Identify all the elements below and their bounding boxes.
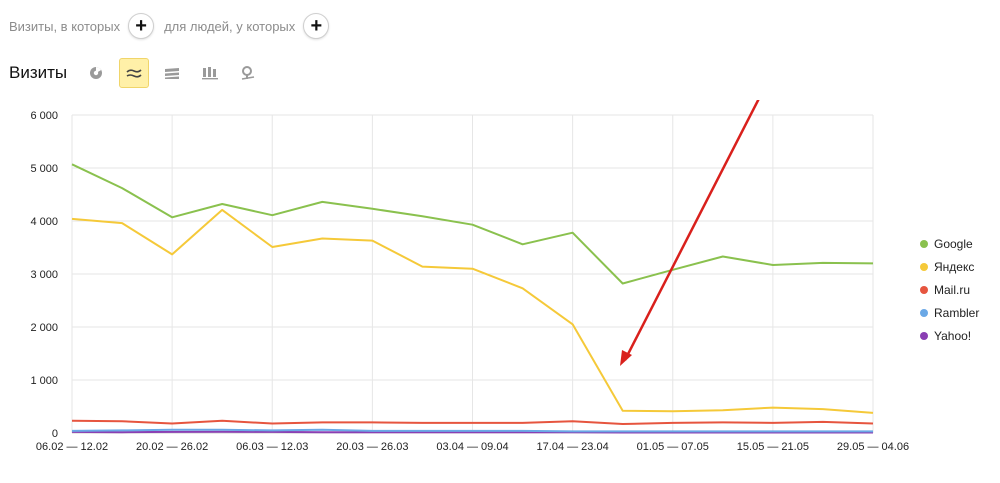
map-view-button[interactable] xyxy=(233,58,263,88)
legend-label: Mail.ru xyxy=(934,282,971,297)
annotation-arrow-head xyxy=(620,350,632,366)
x-tick-label: 06.02 — 12.02 xyxy=(36,441,108,453)
segment-bar: Визиты, в которых + для людей, у которых… xyxy=(9,12,330,40)
pie-chart-icon xyxy=(90,67,103,79)
legend-color-dot xyxy=(920,239,928,248)
legend-label: Yahoo! xyxy=(934,328,972,343)
stacked-area-icon xyxy=(165,68,180,79)
line-view-button[interactable] xyxy=(119,58,150,88)
x-tick-label: 17.04 — 23.04 xyxy=(537,441,609,453)
series-line-mail-ru[interactable] xyxy=(71,419,874,425)
series-line-яндекс[interactable] xyxy=(71,208,874,414)
series-line-yahoo[interactable] xyxy=(71,430,873,434)
legend-color-dot xyxy=(920,285,928,294)
pie-view-button[interactable] xyxy=(81,58,111,88)
annotation-arrow-shaft xyxy=(623,100,760,361)
x-tick-label: 20.02 — 26.02 xyxy=(136,441,208,453)
bar-view-button[interactable] xyxy=(195,58,225,88)
x-tick-label: 01.05 — 07.05 xyxy=(637,441,709,453)
bar-chart-icon xyxy=(202,67,219,80)
add-visit-condition-button[interactable]: + xyxy=(128,13,155,39)
area-view-button[interactable] xyxy=(157,58,187,88)
legend-item[interactable]: Yahoo! xyxy=(920,324,979,347)
legend-item[interactable]: Яндекс xyxy=(920,255,979,278)
people-condition-label: для людей, у которых xyxy=(164,18,296,34)
chart-title: Визиты xyxy=(9,63,68,82)
add-people-condition-button[interactable]: + xyxy=(303,13,330,39)
y-tick-label: 2 000 xyxy=(30,322,58,334)
y-tick-label: 0 xyxy=(52,428,58,440)
legend-color-dot xyxy=(920,308,928,317)
legend-label: Google xyxy=(934,236,973,251)
y-tick-label: 3 000 xyxy=(30,269,58,281)
x-tick-label: 15.05 — 21.05 xyxy=(737,441,809,453)
legend-item[interactable]: Google xyxy=(920,232,979,255)
x-tick-label: 03.04 — 09.04 xyxy=(436,441,508,453)
line-chart-icon xyxy=(126,69,142,78)
visits-line-chart: 0 1 000 2 000 3 000 4 000 5 000 6 000 06.02 — 1… xyxy=(30,100,909,453)
chart-legend: Google Яндекс Mail.ru Rambler Yahoo! xyxy=(920,232,979,347)
x-tick-label: 20.03 — 26.03 xyxy=(336,441,408,453)
y-tick-label: 1 000 xyxy=(30,375,58,387)
legend-label: Яндекс xyxy=(934,259,975,274)
map-pin-icon xyxy=(242,66,255,80)
y-tick-label: 4 000 xyxy=(30,216,58,228)
legend-color-dot xyxy=(920,262,928,271)
legend-item[interactable]: Rambler xyxy=(920,301,979,324)
visits-condition-label: Визиты, в которых xyxy=(9,18,121,34)
series-line-google[interactable] xyxy=(71,163,874,285)
legend-item[interactable]: Mail.ru xyxy=(920,278,979,301)
legend-color-dot xyxy=(920,331,928,340)
y-tick-label: 5 000 xyxy=(30,163,58,175)
y-tick-label: 6 000 xyxy=(30,110,58,122)
legend-label: Rambler xyxy=(934,305,980,320)
chart-header: Визиты xyxy=(9,58,271,88)
x-tick-label: 29.05 — 04.06 xyxy=(837,441,909,453)
series-line-rambler[interactable] xyxy=(71,428,873,433)
x-tick-label: 06.03 — 12.03 xyxy=(236,441,308,453)
